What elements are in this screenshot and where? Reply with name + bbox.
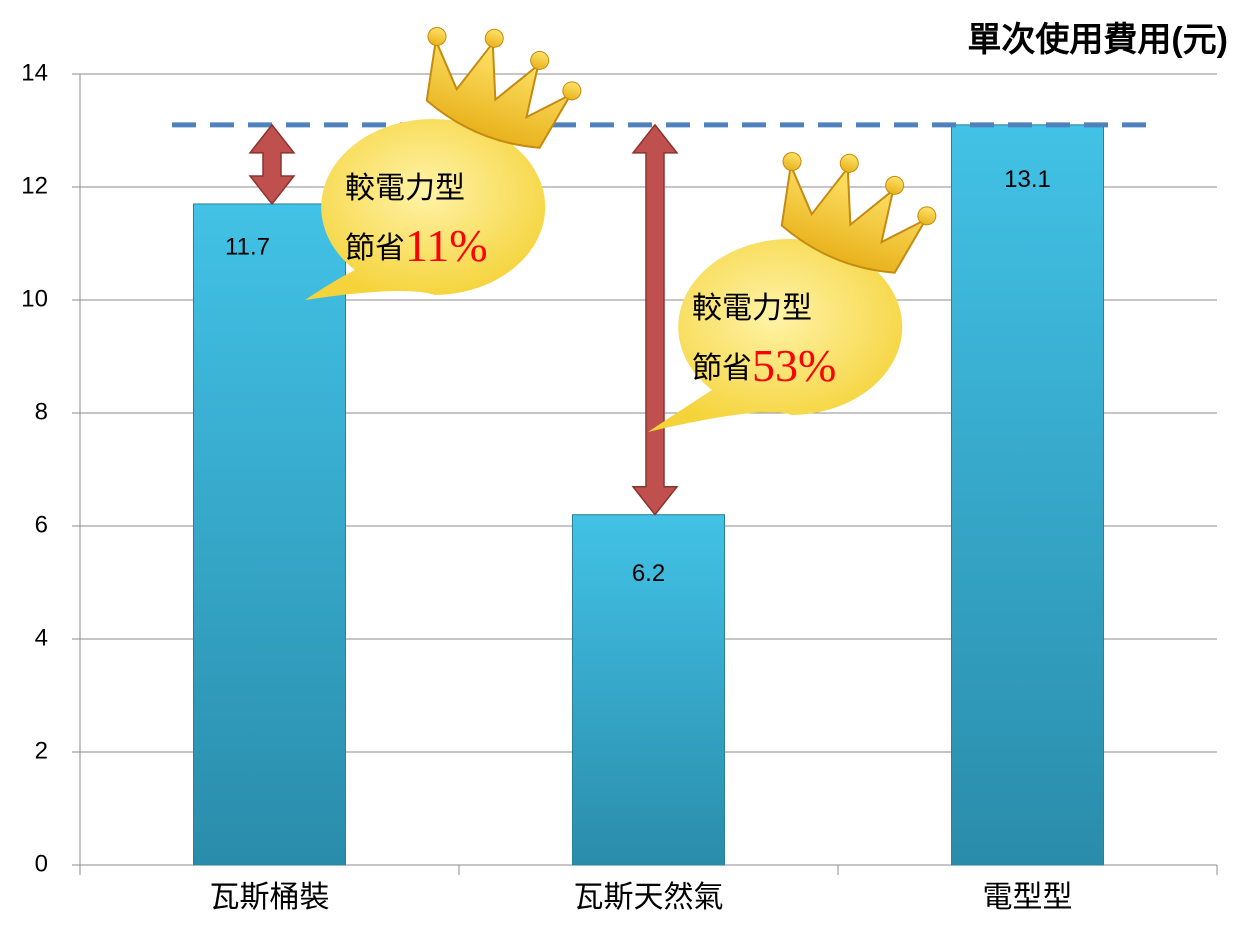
data-label: 13.1: [1004, 166, 1051, 193]
y-tick-label: 10: [21, 285, 48, 312]
data-label: 11.7: [225, 233, 270, 260]
annotation-text: 節省: [692, 352, 752, 385]
crown-ball: [483, 27, 506, 50]
crown-ball: [528, 49, 551, 72]
y-tick-label: 4: [35, 624, 48, 651]
annotation-highlight: 53%: [752, 340, 836, 391]
x-tick-label: 瓦斯桶裝: [210, 881, 330, 914]
difference-arrow: [250, 125, 294, 204]
annotation-text: 較電力型: [345, 172, 465, 205]
difference-arrow: [633, 125, 677, 515]
y-tick-label: 2: [35, 737, 48, 764]
crown-ball: [426, 25, 449, 48]
y-tick-label: 6: [35, 511, 48, 538]
y-tick-label: 12: [21, 172, 48, 199]
chart: 0 2 4 6 8 10 12 14 瓦斯桶裝 瓦斯天然氣 電型型 11.7 6.2 13.1 較電力型…: [0, 0, 1235, 931]
annotation-text: 較電力型: [692, 292, 812, 325]
crown-ball: [883, 174, 906, 197]
crown-ball: [838, 152, 861, 175]
annotation-highlight: 11%: [405, 220, 488, 271]
x-tick-label: 瓦斯天然氣: [574, 881, 724, 914]
crown-ball: [781, 150, 804, 173]
bar: [952, 125, 1104, 865]
annotation-text: 節省: [345, 232, 405, 265]
chart-title: 單次使用費用(元): [967, 21, 1228, 59]
y-tick-label: 14: [21, 59, 48, 86]
x-tick-label: 電型型: [983, 881, 1073, 914]
data-label: 6.2: [632, 560, 665, 587]
y-tick-label: 0: [35, 850, 48, 877]
bar: [194, 204, 346, 865]
y-tick-label: 8: [35, 398, 48, 425]
